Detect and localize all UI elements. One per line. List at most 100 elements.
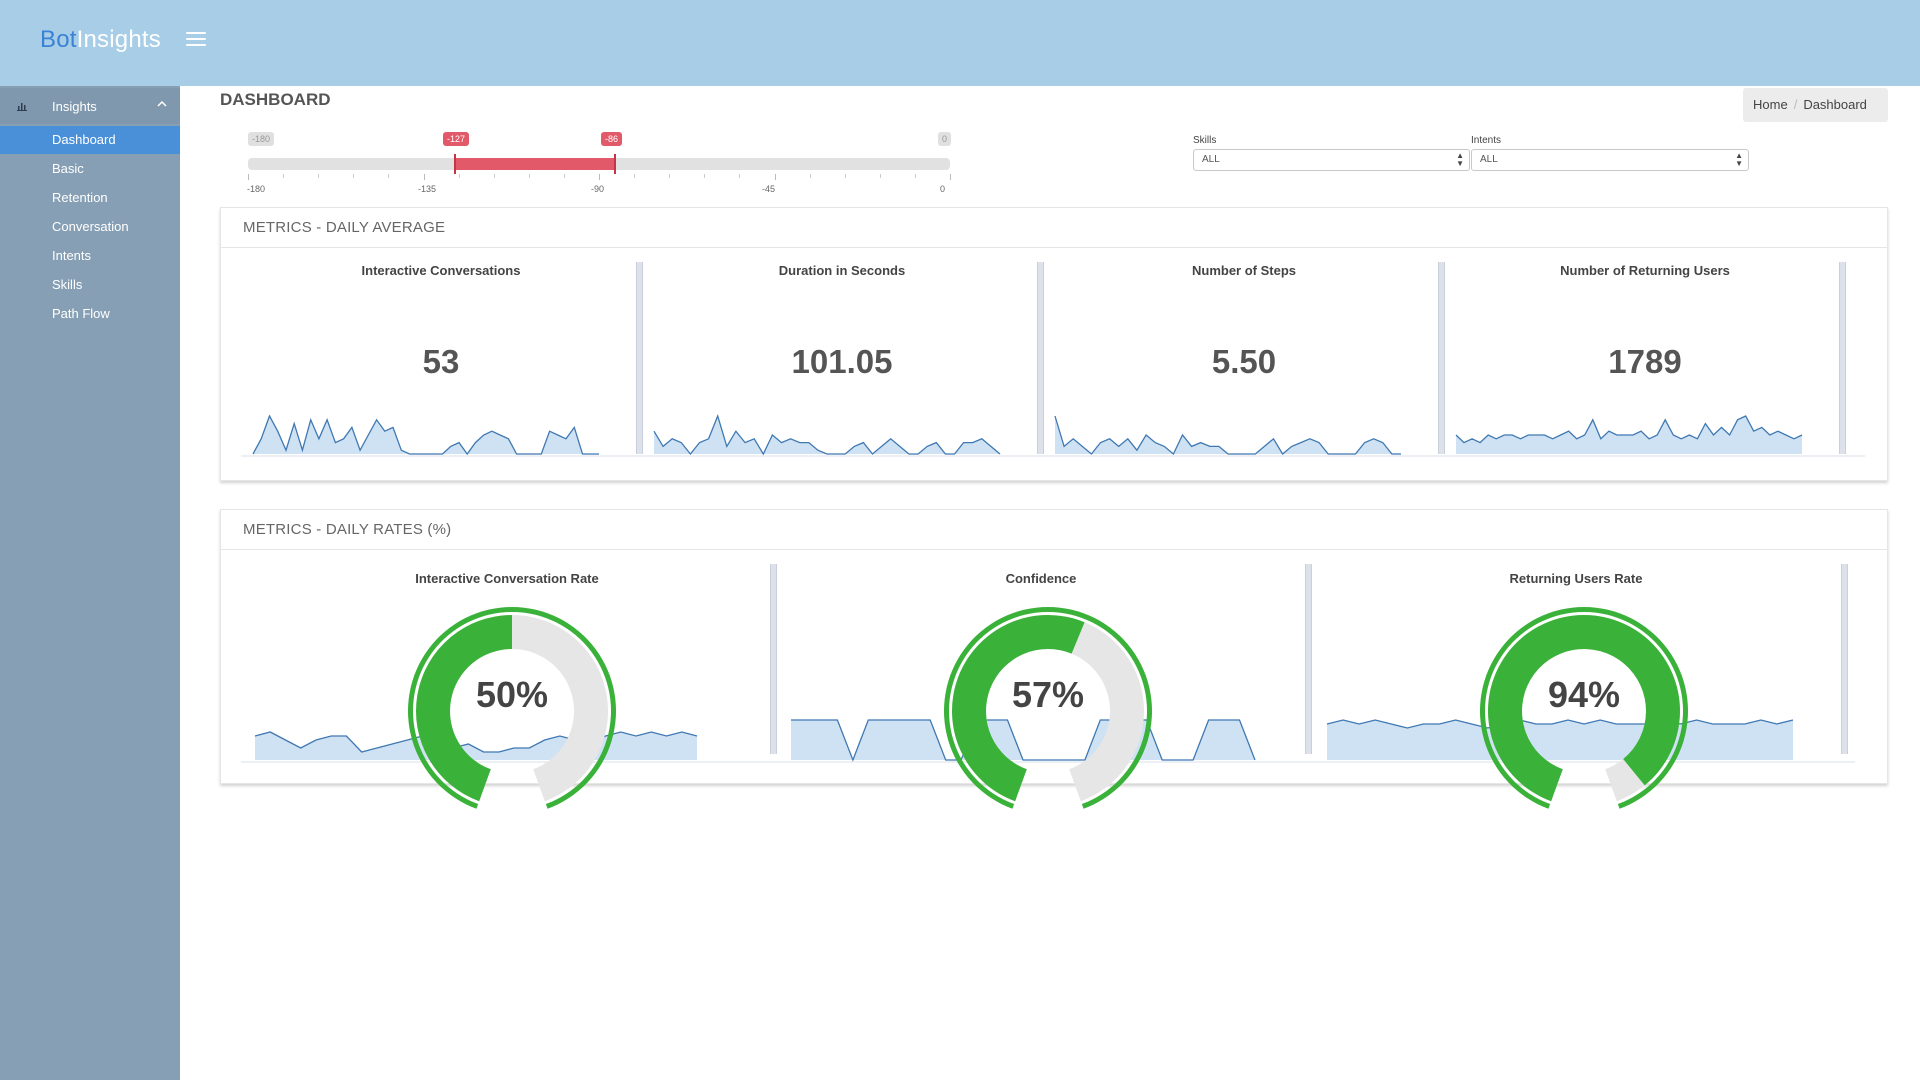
slider-low-handle[interactable] [453,154,456,174]
bar-chart-icon [17,103,27,111]
intents-select[interactable]: ALL ▲ ▼ [1471,149,1749,171]
sidebar-item-conversation[interactable]: Conversation [52,219,129,234]
gauge-value-arc [1488,615,1680,802]
intents-filter-label: Intents [1471,135,1502,146]
gauge-value: 94% [1547,674,1621,715]
slider-selected-range[interactable] [454,158,615,170]
panel-divider [1305,564,1312,754]
intents-select-value: ALL [1480,154,1498,165]
select-arrows-icon: ▲ ▼ [1456,151,1464,168]
slider-tick [283,174,285,178]
gauge-returning-users-rate [1480,607,1688,809]
slider-high-handle[interactable] [613,154,616,174]
sparkline-line [1455,415,1803,444]
slider-tick [353,174,355,178]
panel-divider [1839,262,1846,454]
slider-scale-label: -45 [762,184,776,194]
gauge-title-block: Interactive Conversation Rate [241,571,773,601]
slider-tick [318,174,320,178]
slider-tick [423,174,425,180]
sparkline-line [254,731,698,753]
skills-select[interactable]: ALL ▲ ▼ [1193,149,1470,171]
panel-divider [770,564,777,754]
sidebar-item-skills[interactable]: Skills [52,277,83,292]
slider-max-label: 0 [938,132,952,146]
metric-returning-users: Number of Returning Users 1789 [1445,263,1845,463]
metric-value: 101.05 [791,343,893,380]
panel-divider [1438,262,1445,454]
breadcrumb-home[interactable]: Home [1753,97,1788,112]
sidebar-item-retention[interactable]: Retention [52,190,108,205]
slider-scale-label: -90 [591,184,605,194]
brand-part2: Insights [76,26,161,53]
select-arrows-icon: ▲ ▼ [1735,151,1743,168]
sparkline-line [653,414,1001,456]
metric-number-of-steps: Number of Steps 5.50 [1044,263,1444,463]
slider-tick [844,174,846,178]
brand-part1: Bot [40,26,77,53]
sidebar: Insights Dashboard Basic Retention Conve… [0,86,180,1080]
gauge-value-arc [415,615,512,802]
app-logo[interactable]: BotInsights [40,26,161,54]
slider-tick [248,174,249,180]
page-title: DASHBOARD [220,90,331,109]
slider-scale-label: -180 [247,184,266,194]
sparkline-number-of-steps [1054,415,1401,456]
slider-tick [704,174,706,178]
slider-tick [493,174,495,178]
slider-tick [809,174,811,178]
metric-interactive-conversations: Interactive Conversations 53 [241,263,641,463]
metric-title: Number of Returning Users [1560,263,1730,278]
sparkline-returning-users [1455,415,1803,454]
gauge-confidence [944,607,1152,809]
daily-rates-panel: METRICS - DAILY RATES (%) Interactive Co… [220,509,1888,809]
sparkline-interactive-conversations [252,414,599,456]
slider-tick [950,174,951,180]
range-slider: -180 -127 -86 0 -180 -135 -90 -45 0 [240,128,960,198]
sidebar-item-path-flow[interactable]: Path Flow [52,306,110,321]
sparkline-line [1326,719,1794,729]
sidebar-item-dashboard[interactable]: Dashboard [0,126,180,154]
slider-tick [669,174,671,178]
metric-title: Interactive Conversations [361,263,521,278]
metric-duration-seconds: Duration in Seconds 101.05 [643,263,1041,463]
slider-low-label: -127 [443,132,470,146]
gauge-title-block: Returning Users Rate [1312,571,1840,601]
sparkline-area [654,416,1000,454]
sidebar-item-basic[interactable]: Basic [52,161,84,176]
sidebar-item-intents[interactable]: Intents [52,248,92,263]
sparkline-area [1055,416,1401,454]
slider-min-label: -180 [248,132,275,146]
slider-tick [528,174,530,178]
panel-divider [636,262,643,454]
metric-value: 53 [422,343,460,380]
gauge-interactive-conversation-rate [408,607,616,809]
metric-value: 1789 [1608,343,1682,380]
gauge-value: 50% [475,674,549,715]
sparkline-line [791,719,1256,762]
gauge-title: Confidence [1005,571,1077,586]
slider-tick [739,174,741,178]
slider-tick [458,174,460,178]
slider-tick [914,174,916,178]
hamburger-icon[interactable] [186,32,206,48]
sparkline-baseline [241,761,1855,763]
daily-rates-title: METRICS - DAILY RATES (%) [221,510,1887,550]
sparkline-line [1054,415,1401,456]
panel-divider [1841,564,1848,754]
gauge-title-block: Confidence [777,571,1305,601]
slider-scale-label: -135 [418,184,437,194]
top-bar: BotInsights [0,0,1920,86]
daily-average-panel: METRICS - DAILY AVERAGE Interactive Conv… [220,207,1888,481]
slider-tick [774,174,776,180]
sidebar-group-insights[interactable]: Insights [0,88,180,124]
slider-tick [879,174,881,178]
breadcrumb: Home / Dashboard [1743,88,1888,122]
sparkline-area [253,416,599,454]
chevron-up-icon[interactable] [156,98,168,110]
metric-title: Number of Steps [1191,263,1296,278]
slider-tick [388,174,390,178]
sparkline-duration-seconds [653,414,1001,456]
skills-select-value: ALL [1202,154,1220,165]
slider-tick [634,174,636,178]
